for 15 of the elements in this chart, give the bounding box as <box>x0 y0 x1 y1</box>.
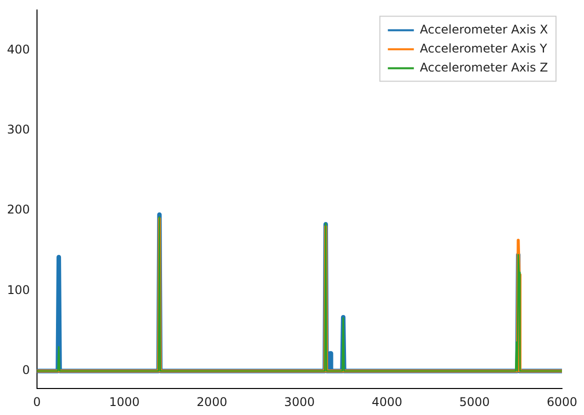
x-tick-label: 5000 <box>459 394 490 409</box>
y-tick-label: 0 <box>22 363 30 378</box>
legend-label: Accelerometer Axis Z <box>420 60 548 74</box>
x-tick-label: 3000 <box>284 394 315 409</box>
y-tick-label: 400 <box>7 42 30 56</box>
x-tick-label: 2000 <box>196 394 228 409</box>
legend-label: Accelerometer Axis Y <box>420 41 548 56</box>
x-tick-label: 6000 <box>546 394 578 409</box>
legend-label: Accelerometer Axis X <box>420 22 548 36</box>
x-tick-label: 1000 <box>109 394 140 409</box>
x-tick-label: 4000 <box>372 394 402 409</box>
y-tick-label: 100 <box>7 282 30 297</box>
y-tick-label: 200 <box>7 202 30 217</box>
x-tick-label: 0 <box>33 394 41 409</box>
y-tick-label: 300 <box>7 122 30 137</box>
